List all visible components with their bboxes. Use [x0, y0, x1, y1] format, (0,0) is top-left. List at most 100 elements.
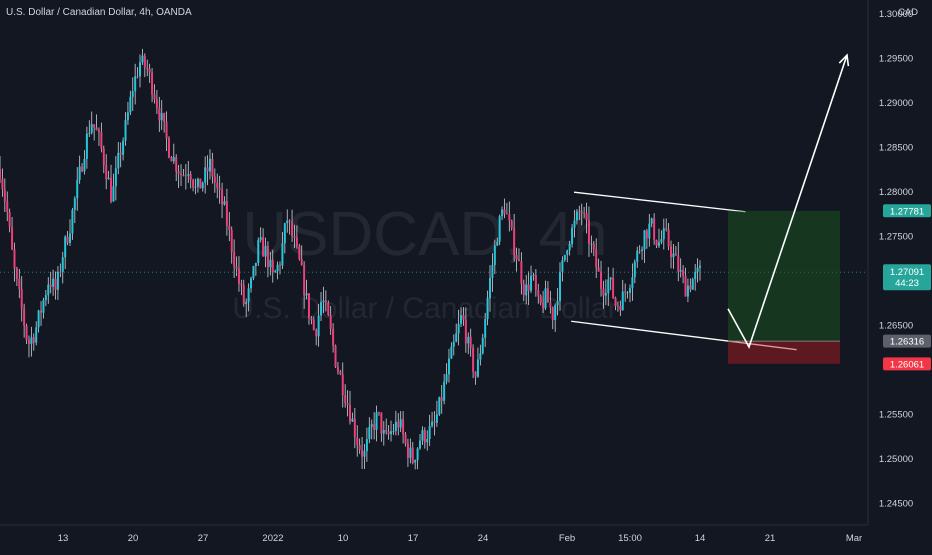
channel-lower-line[interactable] — [571, 320, 797, 351]
candle-body — [295, 237, 298, 246]
candle-body — [361, 449, 364, 457]
candle-body — [334, 345, 337, 367]
candle-body — [303, 264, 306, 296]
candle-body — [155, 99, 158, 108]
candle-body — [397, 421, 400, 428]
candle-body — [602, 288, 605, 296]
projection-arrow[interactable] — [727, 54, 848, 350]
candle-body — [146, 67, 149, 69]
candle-body — [8, 212, 11, 227]
candle-body — [641, 249, 644, 252]
candle-body — [679, 270, 682, 272]
candle-body — [271, 259, 274, 273]
candle-body — [464, 319, 467, 344]
candle-body — [358, 445, 361, 450]
candle-body — [49, 284, 52, 287]
candle-body — [583, 212, 586, 214]
y-tick-label: 1.29500 — [879, 53, 913, 64]
candle-body — [252, 265, 255, 279]
candle-body — [460, 315, 463, 324]
candle-body — [699, 265, 701, 268]
candle-body — [691, 279, 694, 290]
candle-body — [262, 237, 265, 257]
candle-body — [515, 255, 518, 260]
candle-body — [237, 268, 240, 284]
candle-body — [141, 55, 144, 63]
x-tick-label: 14 — [695, 533, 706, 544]
candle-body — [438, 397, 441, 415]
x-tick-label: 15:00 — [618, 533, 642, 544]
candle-body — [240, 283, 243, 286]
candle-body — [97, 130, 100, 133]
candle-body — [385, 430, 388, 432]
candle-body — [590, 243, 593, 245]
candle-body — [37, 310, 40, 328]
candle-body — [578, 211, 581, 213]
candle-body — [25, 325, 28, 340]
candle-body — [293, 236, 296, 238]
y-tick-label: 1.26500 — [879, 320, 913, 331]
candle-body — [194, 186, 197, 188]
candle-body — [363, 451, 366, 457]
candle-body — [69, 233, 71, 243]
candle-body — [245, 301, 248, 305]
candle-body — [573, 220, 576, 228]
candle-body — [377, 412, 380, 414]
candle-body — [283, 223, 286, 244]
candle-body — [440, 397, 443, 401]
x-tick-label: 27 — [198, 533, 209, 544]
candle-body — [288, 220, 291, 222]
candle-body — [575, 211, 578, 221]
candle-body — [503, 209, 506, 214]
candle-body — [192, 179, 195, 188]
candle-body — [532, 275, 535, 276]
candle-body — [247, 288, 250, 302]
candle-body — [102, 148, 105, 166]
candle-body — [291, 221, 294, 237]
candle-body — [32, 337, 35, 343]
candle-body — [556, 301, 559, 306]
candle-body — [307, 293, 310, 319]
candle-body — [508, 214, 511, 221]
candle-body — [349, 405, 351, 422]
stop-loss-zone[interactable] — [728, 341, 840, 364]
candle-body — [452, 341, 455, 347]
candle-body — [409, 447, 412, 458]
candle-body — [486, 298, 489, 320]
candle-body — [230, 229, 233, 253]
candle-body — [184, 175, 187, 177]
candle-body — [619, 306, 622, 311]
candle-body — [491, 265, 494, 278]
candle-body — [167, 138, 170, 158]
candle-body — [213, 176, 216, 183]
candle-body — [153, 94, 156, 100]
stop-loss-price-tag-bg — [883, 357, 931, 371]
candle-body — [445, 374, 448, 382]
candle-body — [131, 91, 134, 97]
candle-body — [373, 424, 376, 431]
candle-body — [182, 174, 185, 176]
candle-body — [571, 227, 574, 244]
candle-body — [172, 157, 175, 162]
candle-body — [484, 319, 487, 338]
candle-body — [539, 295, 542, 303]
candle-body — [64, 236, 67, 258]
candle-body — [298, 245, 301, 259]
candle-body — [390, 431, 393, 435]
candle-body — [645, 230, 648, 239]
candle-body — [474, 371, 477, 377]
symbol-title[interactable]: U.S. Dollar / Canadian Dollar, 4h, OANDA — [6, 7, 192, 18]
channel-upper-line[interactable] — [573, 191, 746, 213]
candle-body — [653, 218, 656, 241]
candle-body — [81, 166, 84, 172]
candle-body — [180, 173, 183, 175]
take-profit-zone[interactable] — [728, 210, 840, 342]
candle-body — [660, 239, 663, 243]
candle-body — [684, 275, 687, 297]
candle-body — [30, 337, 33, 345]
candle-body — [187, 174, 190, 176]
candle-body — [117, 152, 120, 169]
countdown-timer: 44:23 — [895, 278, 919, 289]
